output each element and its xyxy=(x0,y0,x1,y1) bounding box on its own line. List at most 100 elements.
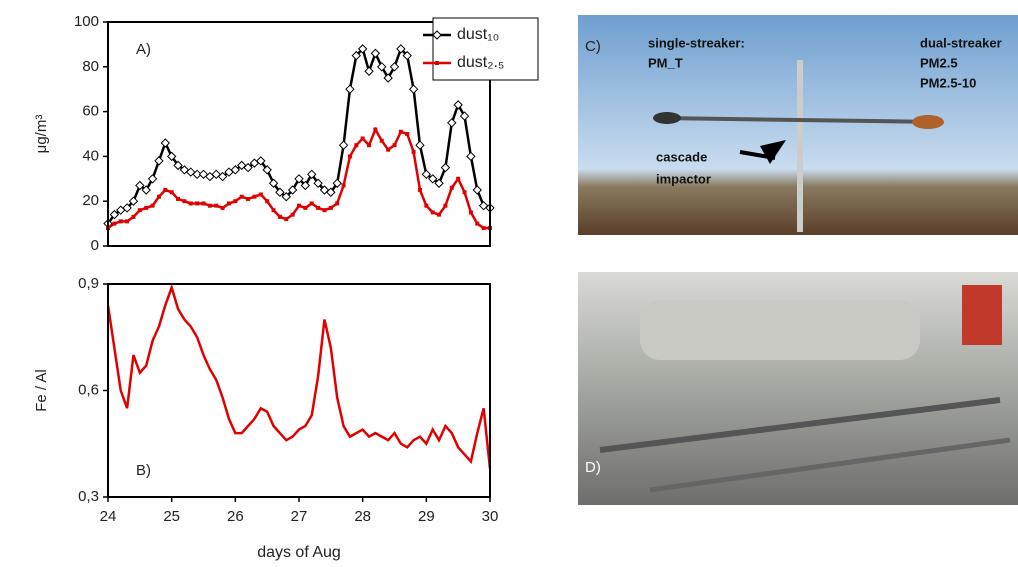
point xyxy=(472,185,482,195)
point xyxy=(415,140,425,150)
photo-text: cascade xyxy=(656,149,707,164)
point xyxy=(347,154,352,159)
point xyxy=(166,151,177,162)
point xyxy=(118,219,123,224)
point xyxy=(141,185,151,195)
point xyxy=(316,205,321,210)
point xyxy=(421,169,432,180)
point xyxy=(233,199,238,204)
point xyxy=(357,44,368,54)
legend-marker xyxy=(435,61,439,65)
point xyxy=(281,192,291,202)
point xyxy=(163,188,168,192)
point xyxy=(360,136,365,141)
point xyxy=(125,219,130,224)
y-tick-label: 40 xyxy=(82,147,99,164)
x-tick-label: 24 xyxy=(100,508,117,525)
point xyxy=(481,226,486,231)
point xyxy=(351,50,362,61)
point xyxy=(303,205,308,210)
photo-text: single-streaker: xyxy=(648,35,745,50)
point xyxy=(379,138,384,143)
point xyxy=(182,199,187,204)
point xyxy=(188,201,193,206)
x-tick-label: 30 xyxy=(482,508,499,525)
point xyxy=(367,143,372,148)
point xyxy=(307,169,317,180)
point xyxy=(437,212,442,217)
point xyxy=(277,214,282,219)
legend-label: dust₂.₅ xyxy=(457,54,504,71)
point xyxy=(326,187,336,197)
point xyxy=(258,192,263,197)
legend-box xyxy=(432,17,539,81)
point xyxy=(207,203,212,208)
legend-label: dust₁₀ xyxy=(457,26,499,43)
point xyxy=(154,156,164,166)
point xyxy=(147,174,158,184)
sampler xyxy=(912,115,944,129)
photo-label: D) xyxy=(585,459,601,476)
point xyxy=(449,185,454,190)
point xyxy=(335,201,340,206)
point xyxy=(411,149,416,154)
point xyxy=(456,176,461,181)
y-tick-label: 60 xyxy=(82,103,99,120)
point xyxy=(275,187,285,197)
point xyxy=(201,201,206,206)
crossbar xyxy=(659,116,941,124)
point xyxy=(156,194,161,199)
photo-label: C) xyxy=(585,38,601,55)
y-tick-label: 0 xyxy=(91,237,99,254)
point xyxy=(313,178,323,188)
point xyxy=(287,185,298,195)
point xyxy=(131,214,136,219)
x-tick-label: 29 xyxy=(418,508,435,525)
point xyxy=(271,208,276,213)
point xyxy=(160,138,171,148)
x-tick-label: 28 xyxy=(354,508,371,525)
machine xyxy=(640,300,920,360)
beamline xyxy=(599,397,1001,453)
point xyxy=(402,50,412,61)
plot-frame xyxy=(107,283,491,498)
point xyxy=(112,221,117,226)
point xyxy=(430,210,435,215)
point xyxy=(386,147,391,152)
point xyxy=(332,178,342,188)
point xyxy=(417,188,422,192)
point xyxy=(297,203,301,208)
photo-text: dual-streaker xyxy=(920,35,1002,50)
x-tick-label: 26 xyxy=(227,508,244,525)
point xyxy=(169,190,174,195)
point xyxy=(424,203,429,208)
point xyxy=(144,205,149,210)
point xyxy=(338,140,349,150)
point xyxy=(398,129,403,134)
photo-text: impactor xyxy=(656,171,711,186)
point xyxy=(364,66,374,76)
point xyxy=(173,160,183,171)
point xyxy=(443,203,448,208)
point xyxy=(328,205,333,210)
point xyxy=(300,180,311,191)
point xyxy=(354,143,359,148)
point xyxy=(262,165,272,175)
x-axis-label: days of Aug xyxy=(257,544,341,561)
y-tick-label: 20 xyxy=(82,192,99,209)
point xyxy=(217,171,228,182)
photo-text: PM2.5-10 xyxy=(920,75,976,90)
point xyxy=(230,165,241,175)
point xyxy=(256,156,266,166)
point xyxy=(122,203,132,213)
point xyxy=(135,180,145,191)
series-line xyxy=(106,283,492,469)
point xyxy=(284,217,289,222)
point xyxy=(459,111,470,121)
point xyxy=(373,127,378,132)
y-tick-label: 0,9 xyxy=(78,275,99,292)
point xyxy=(192,169,202,180)
point xyxy=(246,196,251,201)
point xyxy=(309,201,314,206)
